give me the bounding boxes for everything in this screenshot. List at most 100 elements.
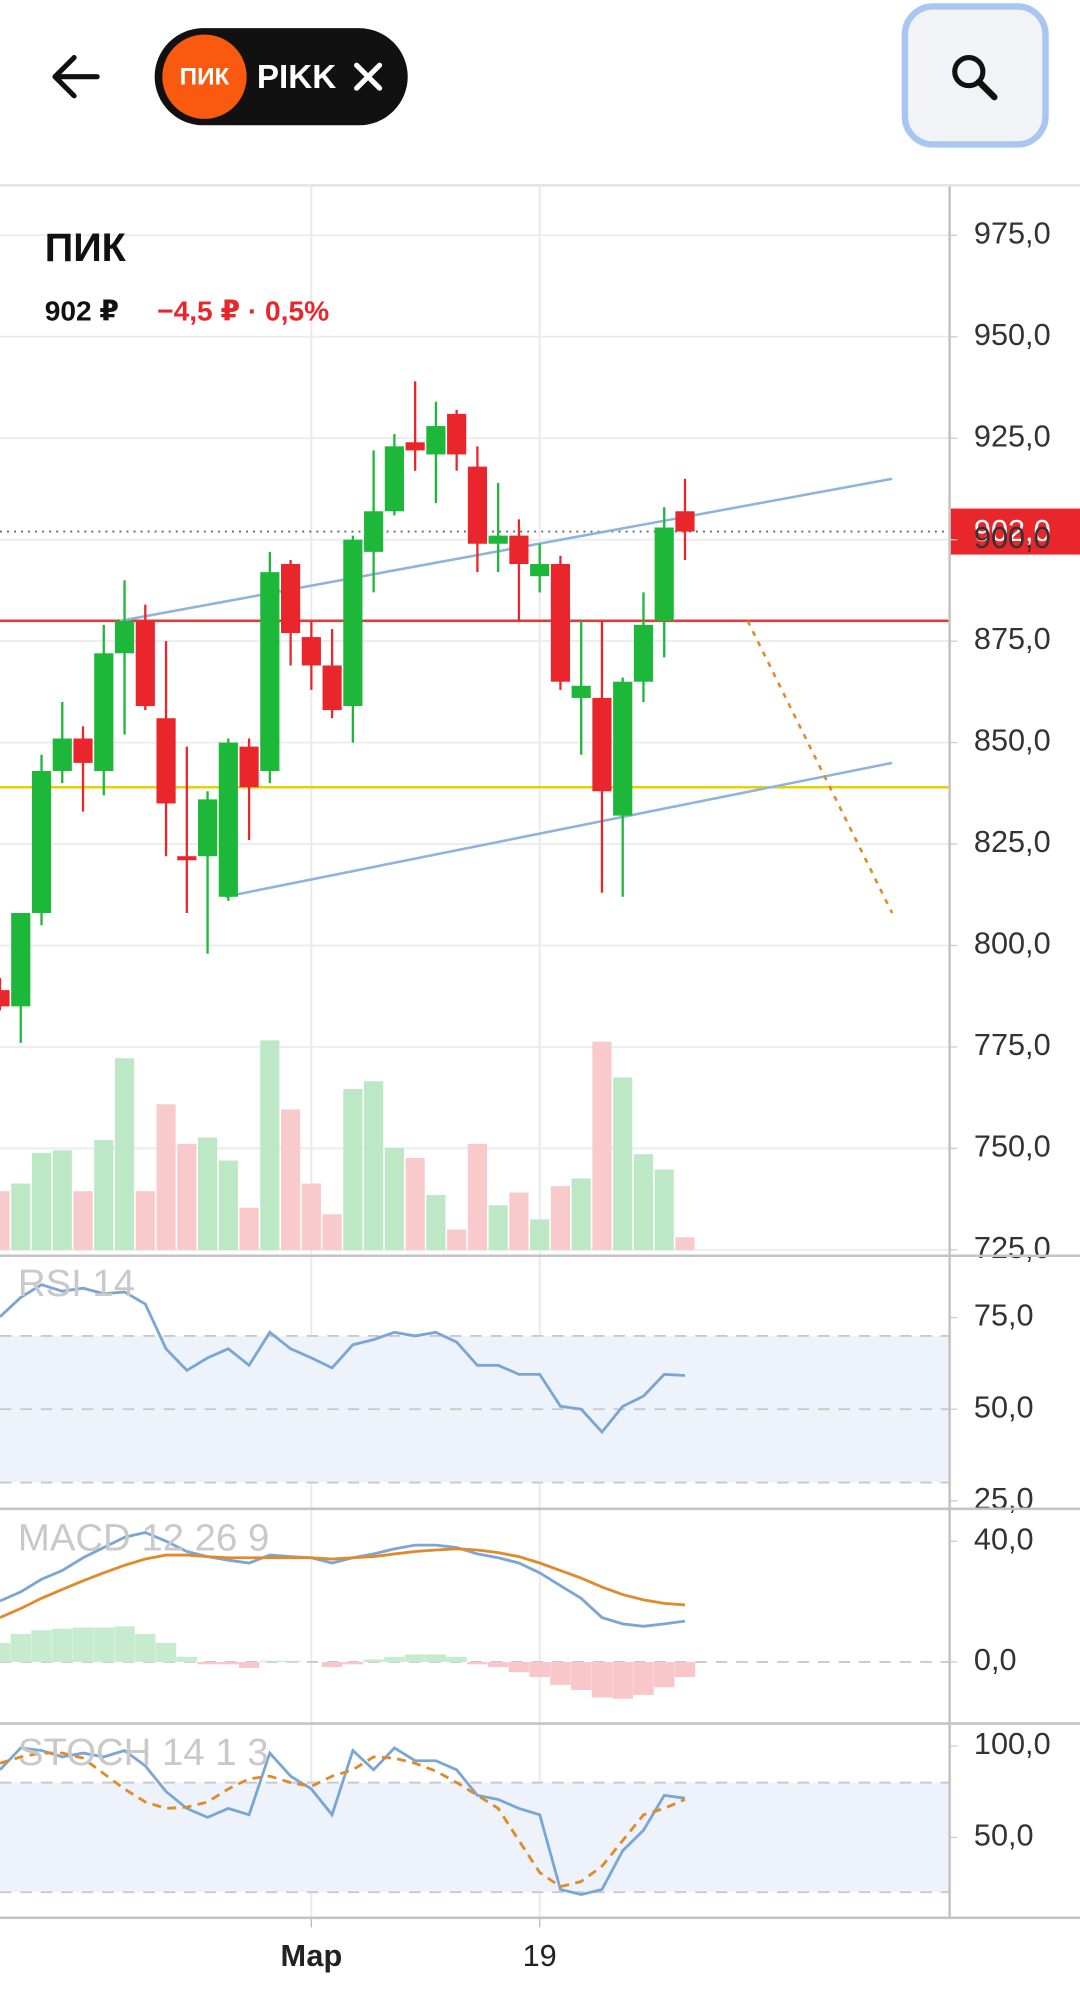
volume-bar: [343, 1088, 363, 1251]
stoch-panel: [0, 1746, 950, 1897]
y-tick-label: 850,0: [974, 724, 1051, 758]
histogram-bar: [10, 1633, 31, 1662]
y-tick-label: 0,0: [974, 1643, 1017, 1677]
candle-body: [447, 413, 467, 455]
search-button[interactable]: [901, 3, 1049, 148]
candle-body: [177, 856, 197, 861]
histogram-bar: [674, 1661, 696, 1678]
y-tick-label: 950,0: [974, 318, 1051, 352]
volume-bar: [281, 1109, 301, 1251]
x-tick-label: 19: [523, 1939, 557, 1973]
histogram-bar: [52, 1628, 73, 1662]
y-tick-label: 725,0: [974, 1231, 1051, 1265]
histogram-bar: [467, 1661, 488, 1665]
histogram-bar: [425, 1654, 447, 1662]
y-tick-label: 900,0: [974, 521, 1051, 555]
trend-line: [224, 761, 893, 899]
volume-bar: [156, 1104, 176, 1251]
macd-panel: [0, 1530, 950, 1699]
search-icon: [952, 54, 986, 89]
volume-bar: [405, 1157, 425, 1251]
x-tick-label: Мар: [281, 1939, 343, 1973]
histogram-bar: [570, 1661, 592, 1691]
histogram-bar: [0, 1642, 11, 1662]
candle-body: [135, 620, 155, 707]
level-band: [0, 1782, 950, 1893]
volume-bar: [592, 1041, 612, 1251]
histogram-bar: [633, 1661, 654, 1695]
trend-line: [119, 477, 893, 623]
histogram-bar: [529, 1661, 550, 1678]
candle-body: [73, 738, 93, 763]
logo-text: ПИК: [180, 63, 230, 90]
volume-bar: [384, 1147, 404, 1251]
volume-bar: [488, 1205, 508, 1251]
volume-bar: [239, 1207, 259, 1251]
back-arrow: [52, 54, 100, 99]
histogram-bar: [259, 1660, 281, 1662]
price: 902 ₽: [45, 296, 119, 327]
volume-bar: [322, 1214, 342, 1251]
candle-body: [550, 564, 571, 682]
volume-bar: [467, 1143, 487, 1251]
price-change: −4,5 ₽ · 0,5%: [157, 296, 329, 327]
logo-circle: [162, 34, 247, 119]
indicator-line: [0, 1283, 686, 1435]
histogram-bar: [446, 1656, 467, 1662]
volume-bar: [675, 1237, 695, 1251]
histogram-bar: [487, 1661, 509, 1668]
volume-bar: [94, 1140, 114, 1251]
histogram-bar: [363, 1659, 384, 1662]
candle-body: [675, 511, 695, 532]
volume-bar: [0, 1191, 10, 1251]
histogram-bar: [384, 1656, 405, 1662]
chip-close[interactable]: [354, 62, 383, 91]
candle-body: [52, 738, 72, 771]
last-price-tag: [949, 508, 1080, 555]
indicator-line: [0, 1751, 686, 1889]
candle-body: [239, 746, 259, 788]
volume-bar: [654, 1169, 674, 1251]
histogram-bar: [612, 1661, 633, 1699]
y-tick-label: 925,0: [974, 419, 1051, 453]
price-panel: [0, 234, 950, 1251]
volume-bar: [426, 1195, 446, 1251]
rsi-panel: [0, 1283, 950, 1484]
panel-title: RSI 14: [18, 1262, 135, 1305]
trend-line: [746, 620, 894, 914]
candle-body: [197, 799, 218, 857]
histogram-bar: [321, 1661, 343, 1668]
histogram-bar: [342, 1661, 364, 1665]
candle-body: [156, 718, 176, 804]
volume-bar: [364, 1081, 384, 1251]
volume-bar: [260, 1040, 280, 1251]
candle-body: [488, 535, 508, 544]
candle-body: [301, 637, 321, 666]
back-button[interactable]: [26, 26, 128, 128]
indicator-line: [0, 1547, 686, 1619]
volume-bar: [218, 1160, 238, 1251]
volume-bar: [633, 1154, 654, 1251]
ticker-chip[interactable]: ПИК PIKK: [154, 28, 408, 126]
candle-body: [364, 511, 384, 552]
y-tick-label: 775,0: [974, 1028, 1051, 1062]
histogram-bar: [72, 1627, 94, 1662]
histogram-bar: [135, 1633, 156, 1662]
histogram-bar: [31, 1630, 52, 1662]
volume-bar: [135, 1191, 155, 1251]
volume-bar: [447, 1229, 467, 1251]
candle-body: [509, 535, 529, 565]
search-bg[interactable]: [901, 3, 1049, 148]
y-tick-label: 50,0: [974, 1818, 1034, 1852]
candle-body: [426, 426, 446, 455]
y-tick-label: 825,0: [974, 825, 1051, 859]
y-tick-label: 25,0: [974, 1482, 1034, 1516]
y-tick-label: 75,0: [974, 1299, 1034, 1333]
histogram-bar: [280, 1660, 301, 1662]
histogram-bar: [550, 1661, 571, 1685]
instrument-title: ПИК: [45, 226, 127, 270]
volume-bar: [177, 1143, 197, 1251]
histogram-bar: [155, 1642, 177, 1662]
volume-bar: [197, 1137, 218, 1251]
y-tick-label: 40,0: [974, 1522, 1034, 1556]
